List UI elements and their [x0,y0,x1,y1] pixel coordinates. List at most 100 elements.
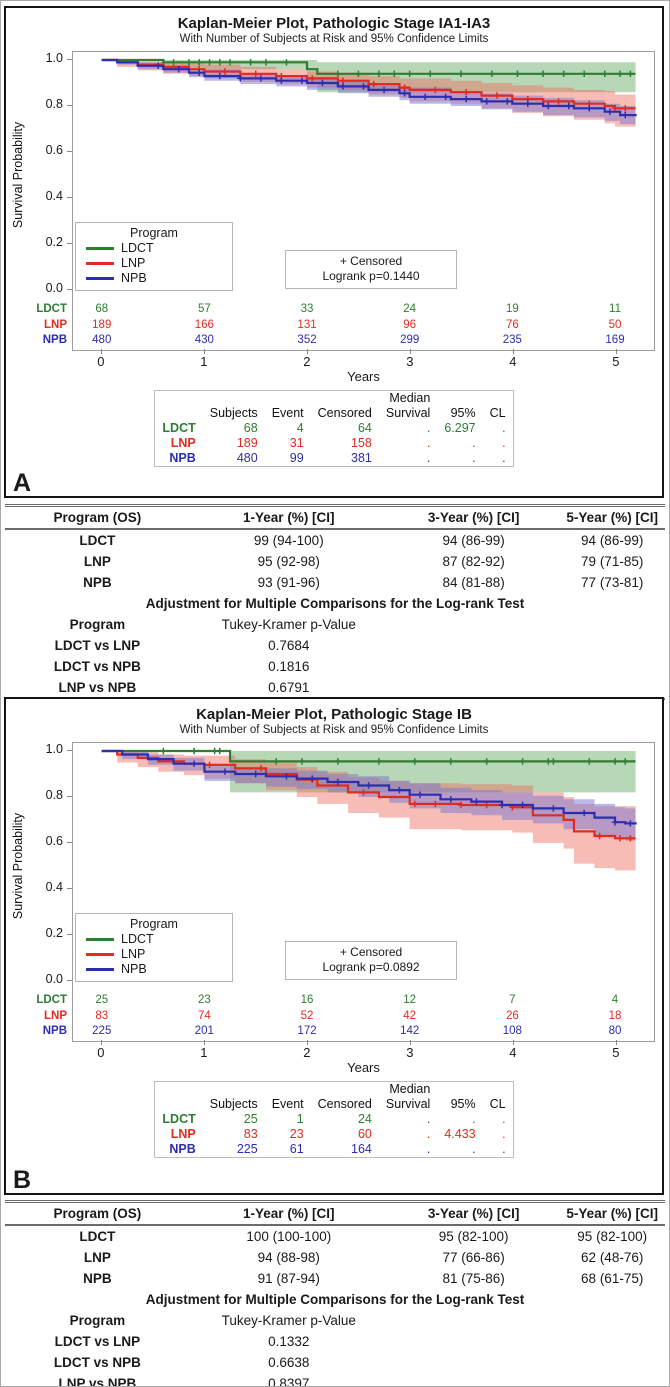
y-axis-ticks: 1.0 0.8 0.6 0.4 0.2 0.0 [28,742,72,1042]
legend-item-label: NPB [121,271,147,285]
panel-subtitle: With Number of Subjects at Risk and 95% … [179,724,489,736]
os-program-label: NPB [83,575,112,590]
y-tick-mark [67,59,72,60]
lnp-censor-mark [370,80,377,88]
panel-title: Kaplan-Meier Plot, Pathologic Stage IA1-… [177,15,491,32]
x-tick-label: 2 [303,1045,311,1060]
at-risk-count: 42 [403,1010,417,1022]
os-program-label: LDCT [79,1229,116,1244]
adjustment-title-row: Adjustment for Multiple Comparisons for … [5,593,665,614]
at-risk-table: LDCT 68 57 33 24 19 11 LNP 189 166 131 96 76 50 NPB 480… [36,302,654,350]
x-tick-label: 5 [612,354,620,369]
at-risk-count: 16 [300,994,314,1006]
x-tick-mark [409,349,411,354]
adjustment-pvalue-header: Tukey-Kramer p-Value [221,1313,356,1328]
summary-value: . [426,1127,431,1141]
lnp-censor-mark [622,105,629,112]
x-tick-mark [615,349,617,354]
summary-header-cell: Survival [385,406,431,420]
ldct-censor-mark [273,758,280,765]
at-risk-count: 50 [608,319,622,331]
summary-value: 31 [289,436,304,450]
summary-series-label: LDCT [162,1112,196,1126]
summary-row: LNP 83 23 60. 4.433. [155,1127,513,1142]
npb-censor-mark [580,809,588,817]
adjustment-row: LDCT vs LNP 0.7684 [5,635,665,656]
censored-label: + Censored [339,254,403,268]
at-risk-series-label: NPB [42,334,67,346]
os-survival-value: 95 (92-98) [257,554,320,569]
os-survival-value: 95 (82-100) [577,1229,648,1244]
legend-item-label: LDCT [121,241,154,255]
x-tick-label: 1 [200,1045,208,1060]
censored-note: + Censored Logrank p=0.1440 [285,250,457,289]
ldct-censor-mark [375,758,383,765]
summary-value: 64 [357,421,372,435]
censored-label: + Censored [339,945,403,959]
ldct-censor-mark [560,70,567,77]
lnp-survival-curve [101,749,636,840]
os-survival-value: 94 (88-98) [257,1250,320,1265]
summary-value: 158 [351,436,372,450]
ldct-censor-mark [185,59,193,66]
x-tick-label: 0 [97,1045,105,1060]
at-risk-count: 68 [95,303,109,315]
summary-value: . [472,1142,476,1156]
summary-row: NPB 480 99 381... [155,451,513,467]
y-tick-label: 0.6 [45,143,63,157]
panel-label: B [13,1166,32,1194]
ldct-censor-mark [216,747,223,755]
at-risk-count: 76 [505,319,519,331]
npb-censor-mark [339,83,347,90]
npb-censor-mark [421,93,429,100]
legend-swatch-ldct [86,938,114,942]
lnp-censor-mark [411,800,418,808]
npb-censor-mark [473,798,480,805]
lnp-censor-mark [221,68,229,75]
os-table-a: Program (OS) 1-Year (%) [CI] 3-Year (%) [C… [5,504,665,700]
npb-censor-mark [483,98,490,105]
npb-censor-mark [565,102,572,110]
npb-censor-mark [252,770,259,778]
at-risk-count: 172 [297,1025,317,1037]
npb-censor-mark [237,75,244,82]
os-data-row: LNP 95 (92-98) 87 (82-92) 79 (71-85) [5,551,665,572]
ldct-censor-mark [550,758,557,765]
lnp-censor-mark [360,789,367,796]
ldct-censor-mark [457,70,465,77]
km-plot: Survival Probability 1.0 0.8 0.6 0.4 0.2 0.0 … [6,742,662,1042]
summary-table: Median Subjects Event Censored Survival 95% CL… [154,390,514,467]
os-survival-value: 94 (86-99) [581,533,644,548]
summary-value: . [502,421,506,435]
summary-value: . [426,1112,431,1126]
os-header-row: Program (OS) 1-Year (%) [CI] 3-Year (%) [C… [5,505,665,530]
x-tick-label: 4 [509,354,517,369]
legend-item-label: NPB [121,962,147,976]
npb-censor-mark [606,108,614,115]
panel-subtitle: With Number of Subjects at Risk and 95% … [179,33,489,45]
x-axis-ticks: 0 1 2 3 4 5 [72,349,655,369]
at-risk-count: 166 [194,319,214,331]
survival-curves-svg [101,747,637,871]
summary-header-cell: CL [489,1097,506,1111]
ldct-censor-mark [622,758,629,765]
summary-value: 60 [357,1127,372,1141]
npb-censor-mark [545,102,552,110]
at-risk-count: 24 [403,303,417,315]
npb-censor-mark [278,77,285,84]
y-tick-label: 0.0 [45,972,63,986]
at-risk-count: 25 [95,994,109,1006]
y-tick-mark [67,888,72,889]
comparison-label: LDCT vs LNP [54,638,141,653]
adjustment-header-row: Program Tukey-Kramer p-Value [5,614,665,635]
os-header-row: Program (OS) 1-Year (%) [CI] 3-Year (%) [C… [5,1201,665,1226]
npb-censor-mark [257,75,265,82]
summary-value: . [426,421,431,435]
summary-value: . [502,451,506,465]
os-survival-value: 95 (82-100) [438,1229,509,1244]
summary-value: 4.433 [444,1127,476,1141]
summary-value: . [472,451,476,465]
os-survival-value: 81 (75-86) [442,1271,505,1286]
os-survival-value: 93 (91-96) [257,575,320,590]
